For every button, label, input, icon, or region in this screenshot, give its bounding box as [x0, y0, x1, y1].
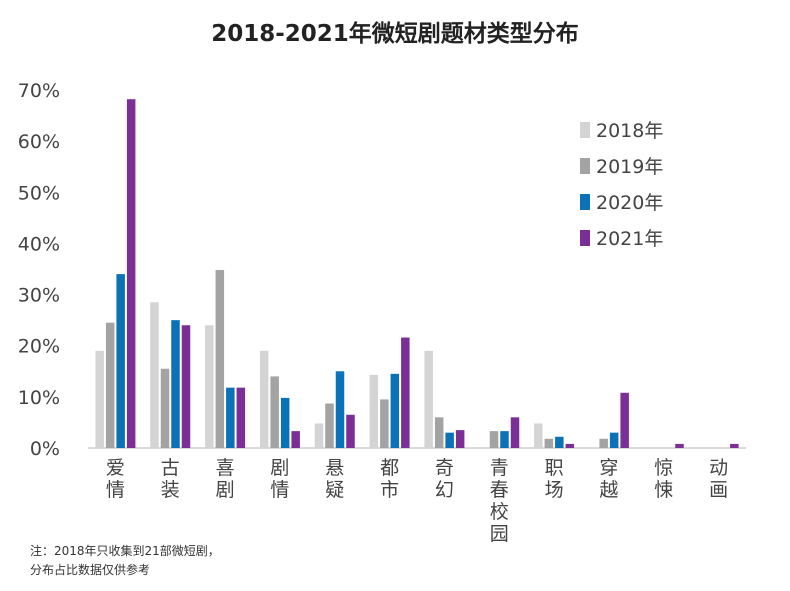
- x-tick-label: 校园: [490, 501, 509, 545]
- bar: [401, 337, 410, 448]
- bar: [500, 431, 509, 448]
- x-tick-label: 奇幻: [435, 457, 454, 501]
- footnote-line-1: 注：2018年只收集到21部微短剧，: [30, 544, 220, 558]
- legend-swatch: [580, 158, 590, 174]
- bar: [380, 399, 389, 448]
- x-tick-label: 古装: [161, 457, 180, 501]
- bar: [390, 373, 400, 448]
- bar: [445, 432, 454, 448]
- bar: [291, 431, 300, 448]
- y-tick-label: 40%: [18, 233, 60, 255]
- bar: [236, 387, 246, 448]
- bar: [424, 350, 433, 448]
- bar: [325, 403, 334, 448]
- bar: [171, 320, 180, 448]
- bar: [95, 350, 104, 448]
- x-tick-label: 青春: [490, 457, 509, 501]
- x-tick-label: 喜剧: [216, 457, 235, 501]
- bar: [730, 443, 739, 448]
- bar: [314, 423, 324, 448]
- x-tick-label: 职场: [545, 457, 564, 501]
- bar: [116, 274, 125, 448]
- x-tick-label: 悬疑: [325, 457, 344, 501]
- bar: [620, 392, 629, 448]
- bar: [270, 376, 279, 448]
- y-tick-label: 0%: [30, 438, 60, 460]
- bar: [205, 325, 214, 448]
- legend-label: 2019年: [596, 156, 663, 178]
- x-tick-label: 动画: [709, 457, 728, 501]
- bar: [565, 443, 575, 448]
- bar: [544, 438, 554, 448]
- bar: [126, 99, 136, 448]
- legend-swatch: [580, 122, 590, 138]
- bar: [675, 443, 684, 448]
- bar: [181, 325, 191, 448]
- bar: [280, 397, 290, 448]
- x-tick-label: 爱情: [106, 457, 125, 501]
- legend-label: 2020年: [596, 192, 663, 214]
- x-tick-label: 穿越: [599, 457, 618, 501]
- y-tick-label: 50%: [18, 182, 60, 204]
- x-tick-label: 惊悚: [654, 457, 673, 501]
- bar: [259, 350, 269, 448]
- bar: [599, 438, 608, 448]
- legend-swatch: [580, 194, 590, 210]
- bar: [150, 302, 159, 448]
- bar: [455, 430, 465, 448]
- bar: [335, 371, 345, 448]
- bar: [609, 432, 619, 448]
- bar: [346, 414, 355, 448]
- bar: [226, 387, 235, 448]
- bar: [489, 431, 499, 448]
- y-tick-label: 70%: [18, 80, 60, 102]
- footnote-line-2: 分布占比数据仅供参考: [30, 563, 151, 577]
- bar: [510, 417, 520, 448]
- y-tick-label: 10%: [18, 387, 60, 409]
- y-tick-label: 60%: [18, 131, 60, 153]
- x-tick-label: 都市: [380, 457, 399, 501]
- legend-label: 2018年: [596, 120, 663, 142]
- bar: [160, 368, 170, 448]
- y-tick-label: 30%: [18, 285, 60, 307]
- bar: [215, 270, 225, 448]
- bar: [105, 322, 115, 448]
- bar: [555, 436, 564, 448]
- bar: [534, 423, 543, 448]
- legend-label: 2021年: [596, 228, 663, 250]
- chart-title: 2018-2021年微短剧题材类型分布: [211, 21, 579, 47]
- legend-swatch: [580, 230, 590, 246]
- x-tick-label: 剧情: [270, 457, 289, 501]
- bar: [369, 374, 379, 448]
- bar: [434, 417, 444, 448]
- y-tick-label: 20%: [18, 336, 60, 358]
